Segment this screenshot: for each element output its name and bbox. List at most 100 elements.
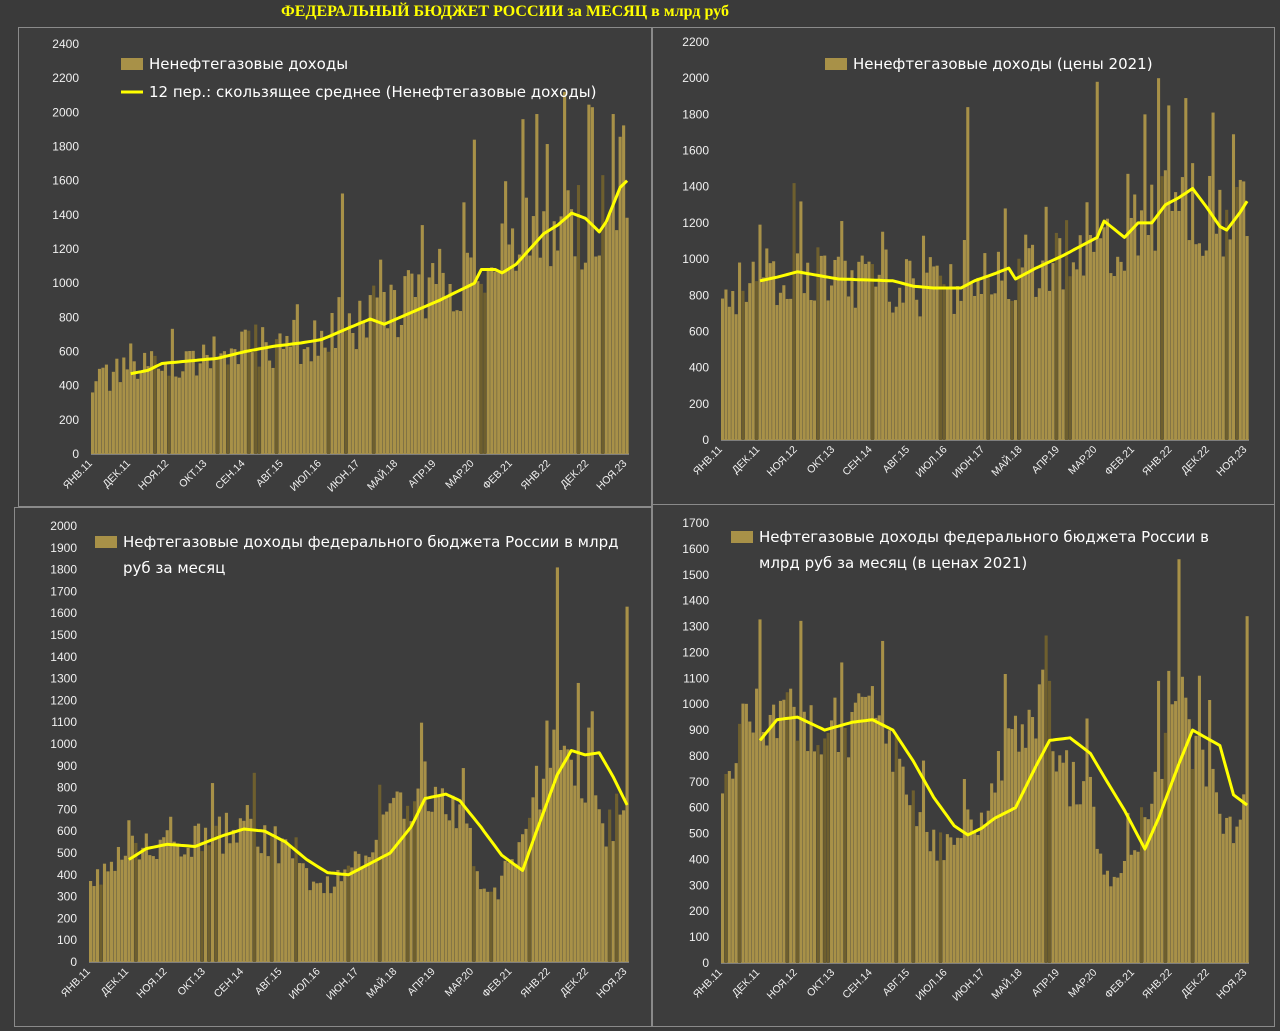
bar bbox=[229, 348, 233, 454]
bar bbox=[1143, 114, 1147, 441]
bar bbox=[1153, 771, 1157, 963]
bar bbox=[1003, 674, 1007, 963]
x-tick-label: АВГ.15 bbox=[254, 458, 286, 490]
bar bbox=[884, 249, 888, 440]
bar bbox=[288, 346, 292, 454]
bar bbox=[320, 330, 324, 454]
bar bbox=[785, 692, 789, 963]
bar bbox=[1136, 255, 1140, 440]
y-tick-label: 1300 bbox=[50, 672, 77, 686]
bar bbox=[281, 348, 286, 454]
bar bbox=[734, 314, 738, 440]
bar bbox=[1000, 280, 1004, 440]
bar bbox=[238, 818, 242, 962]
legend-swatch-bar bbox=[95, 536, 117, 548]
bar bbox=[1177, 210, 1181, 440]
bar bbox=[1041, 260, 1045, 440]
bar bbox=[448, 284, 452, 454]
bar bbox=[236, 364, 240, 454]
bar bbox=[1228, 816, 1232, 963]
legend-label: 12 пер.: скользящее среднее (Ненефтегазо… bbox=[149, 83, 596, 101]
bar bbox=[424, 318, 428, 454]
bar bbox=[316, 355, 320, 454]
bar bbox=[986, 276, 990, 440]
moving-average-line bbox=[130, 179, 629, 376]
bar bbox=[184, 351, 188, 454]
bar bbox=[915, 826, 919, 963]
bar bbox=[385, 811, 389, 962]
bar bbox=[329, 893, 333, 962]
bar bbox=[983, 253, 987, 440]
bar bbox=[1184, 697, 1188, 963]
bar bbox=[219, 353, 223, 454]
y-tick-label: 100 bbox=[57, 933, 77, 947]
bar bbox=[420, 225, 424, 454]
bar bbox=[942, 860, 946, 963]
bar bbox=[552, 729, 556, 962]
bar bbox=[1020, 267, 1024, 440]
bar bbox=[942, 284, 946, 440]
bar bbox=[928, 851, 932, 963]
bar bbox=[454, 828, 458, 962]
bar bbox=[915, 299, 919, 440]
bar bbox=[775, 738, 779, 963]
bar bbox=[433, 786, 438, 962]
chart-oilgas-revenue: 0 100 200 300 400 500 600 700 800 900 1000 1100 1200… bbox=[14, 507, 652, 1027]
bar bbox=[857, 261, 861, 440]
bar bbox=[1122, 861, 1127, 963]
bar bbox=[881, 640, 885, 963]
bar bbox=[864, 263, 868, 440]
y-tick-label: 700 bbox=[689, 775, 709, 789]
bar bbox=[141, 847, 145, 962]
x-tick-label: НОЯ.12 bbox=[134, 966, 169, 1001]
bar bbox=[597, 809, 601, 962]
x-tick-label: ДЕК.22 bbox=[1179, 967, 1212, 1000]
bar bbox=[918, 316, 922, 440]
bar bbox=[789, 688, 793, 963]
bar bbox=[169, 816, 173, 962]
y-tick-label: 200 bbox=[59, 413, 79, 427]
bar bbox=[758, 619, 762, 963]
x-tick-label: ФЕВ.21 bbox=[480, 966, 514, 1000]
legend: Нефтегазовые доходы федерального бюджета… bbox=[731, 528, 1209, 572]
bar bbox=[573, 785, 577, 962]
bar bbox=[339, 881, 343, 962]
bar bbox=[1024, 747, 1028, 963]
bar bbox=[601, 175, 605, 454]
bar bbox=[601, 823, 605, 962]
bar bbox=[374, 839, 378, 962]
bar bbox=[1007, 728, 1011, 963]
bar bbox=[102, 863, 107, 962]
bar bbox=[451, 795, 455, 962]
legend-swatch-bar bbox=[121, 58, 143, 70]
bar bbox=[1020, 724, 1024, 963]
bar bbox=[340, 193, 345, 455]
x-tick-label: НОЯ.23 bbox=[1214, 967, 1249, 1002]
bar bbox=[306, 347, 310, 454]
bar bbox=[775, 305, 779, 440]
bar bbox=[874, 286, 878, 440]
bar bbox=[1160, 778, 1164, 963]
bar bbox=[125, 369, 129, 454]
bar bbox=[542, 211, 546, 454]
bar bbox=[545, 720, 549, 962]
bar bbox=[392, 797, 396, 962]
bar bbox=[976, 277, 980, 440]
y-tick-label: 1800 bbox=[52, 140, 79, 154]
bar bbox=[228, 843, 232, 962]
bar bbox=[1010, 729, 1014, 963]
bar bbox=[309, 361, 313, 454]
bar bbox=[566, 190, 570, 454]
bar bbox=[969, 281, 973, 440]
bar bbox=[615, 230, 619, 454]
bar bbox=[214, 825, 218, 962]
bar bbox=[894, 306, 898, 440]
y-tick-label: 2000 bbox=[50, 519, 77, 533]
bar bbox=[462, 202, 466, 454]
bar bbox=[1013, 300, 1018, 440]
y-tick-label: 1000 bbox=[682, 697, 709, 711]
bar bbox=[761, 277, 765, 440]
bar bbox=[552, 221, 556, 454]
bar bbox=[932, 266, 936, 440]
bar bbox=[472, 866, 476, 962]
